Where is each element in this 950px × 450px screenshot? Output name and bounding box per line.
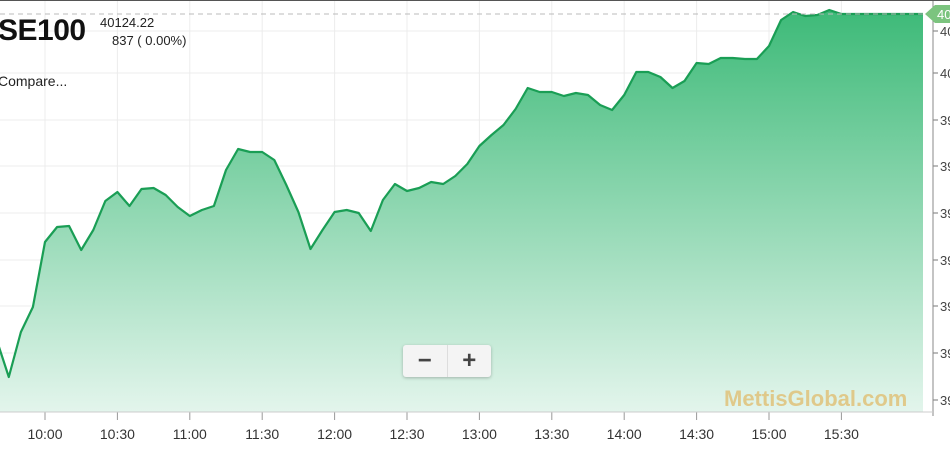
x-tick-label: 15:30 — [824, 426, 859, 442]
compare-link[interactable]: Compare... — [0, 73, 68, 89]
y-tick-label: 39 — [940, 253, 950, 268]
x-tick-label: 11:00 — [173, 426, 207, 442]
x-tick-label: 15:00 — [751, 426, 786, 442]
zoom-in-button[interactable]: + — [462, 347, 477, 374]
y-tick-label: 39 — [940, 299, 950, 314]
zoom-controls: − + — [403, 345, 491, 377]
last-value-label: 40 — [937, 7, 950, 22]
price-change: 837 ( 0.00%) — [112, 33, 187, 48]
y-tick-label: 39 — [940, 206, 950, 221]
watermark: MettisGlobal.com — [724, 386, 908, 411]
x-tick-label: 12:30 — [389, 426, 424, 442]
x-tick-label: 10:30 — [100, 426, 135, 442]
zoom-out-button[interactable]: − — [403, 345, 448, 377]
last-value-badge — [925, 5, 950, 23]
x-tick-label: 11:30 — [245, 426, 279, 442]
x-tick-label: 13:00 — [462, 426, 497, 442]
y-tick-label: 39 — [940, 346, 950, 361]
x-tick-label: 14:00 — [607, 426, 642, 442]
last-price: 40124.22 — [100, 15, 155, 30]
area-fill — [0, 10, 923, 412]
x-tick-label: 14:30 — [679, 426, 714, 442]
y-tick-label: 40 — [940, 66, 950, 81]
y-tick-label: 40 — [940, 24, 950, 39]
y-tick-label: 39 — [940, 113, 950, 128]
x-tick-label: 12:00 — [317, 426, 352, 442]
y-tick-label: 39 — [940, 159, 950, 174]
index-symbol: SE100 — [0, 14, 86, 47]
x-tick-label: 13:30 — [534, 426, 569, 442]
y-tick-label: 39 — [940, 393, 950, 408]
x-tick-label: 10:00 — [27, 426, 62, 442]
